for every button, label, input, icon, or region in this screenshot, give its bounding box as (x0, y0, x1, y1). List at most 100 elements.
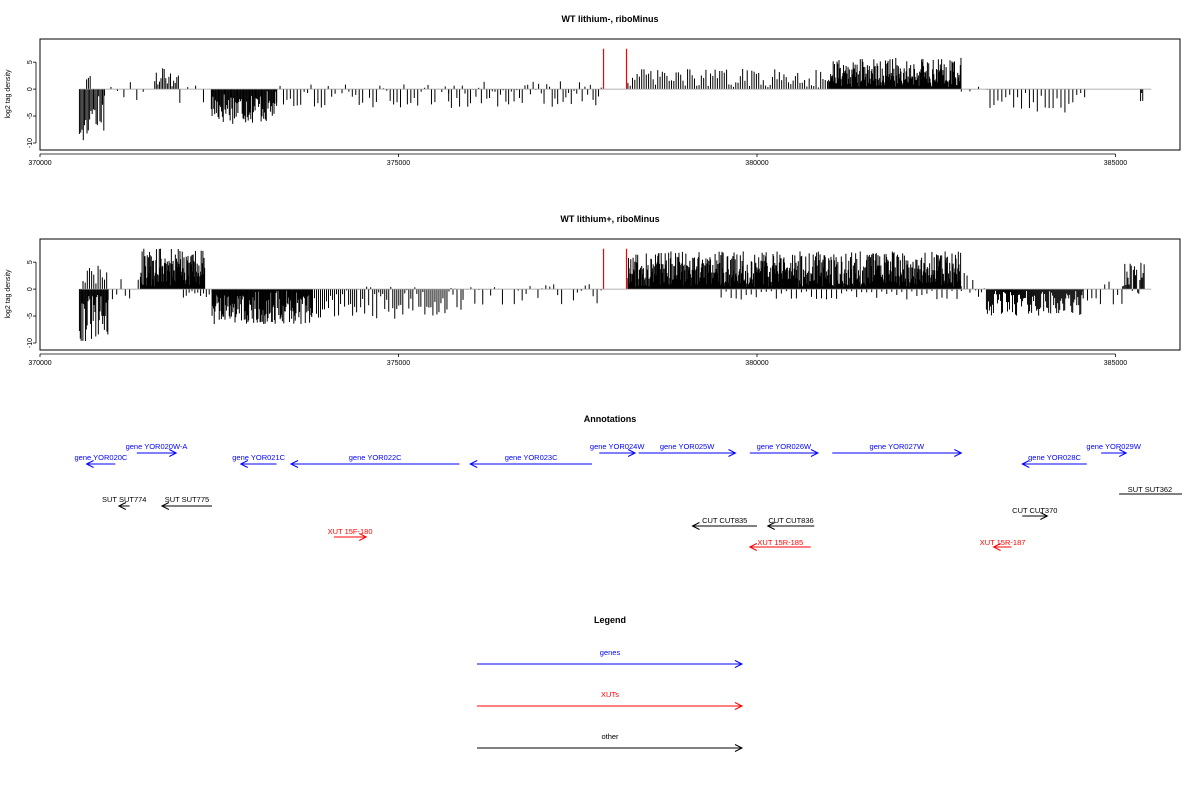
annotation-feature: gene YOR029W (1086, 442, 1142, 457)
feature-label: SUT SUT775 (165, 495, 209, 504)
track-panel-lithium-plus: WT lithium+, riboMinus log2 tag density … (5, 214, 1181, 367)
feature-label: gene YOR024W (590, 442, 645, 451)
legend-arrowhead (734, 702, 744, 710)
plot-frame (39, 38, 1181, 151)
legend-arrowhead (734, 744, 744, 752)
y-tick-label: -10 (27, 138, 34, 148)
annotation-feature: gene YOR026W (749, 442, 820, 457)
feature-label: CUT CUT836 (768, 516, 813, 525)
x-tick-label: 385000 (1104, 160, 1127, 167)
x-axis: 370000 375000 380000 385000 (28, 353, 1127, 367)
feature-arrowhead (992, 543, 1001, 551)
legend-arrowhead (734, 660, 744, 668)
annotation-feature: gene YOR024W (590, 442, 645, 457)
bar-group (78, 57, 1144, 141)
annotation-items: gene YOR020C gene YOR020W-A gene YOR021C ge… (75, 442, 1182, 551)
y-tick-label: -5 (27, 313, 34, 319)
x-tick-label: 370000 (28, 360, 51, 367)
annotation-feature: gene YOR023C (469, 453, 593, 468)
feature-label: CUT CUT835 (702, 516, 747, 525)
feature-label: gene YOR027W (870, 442, 925, 451)
y-axis: -10 -5 0 5 (27, 60, 37, 148)
annotation-feature: XUT 15R-187 (980, 538, 1026, 551)
feature-label: gene YOR029W (1086, 442, 1141, 451)
feature-arrowhead (359, 533, 368, 541)
feature-label: gene YOR025W (660, 442, 715, 451)
legend-title: Legend (594, 615, 626, 625)
annotation-feature: SUT SUT774 (102, 495, 146, 510)
legend-entry: XUTs (477, 690, 744, 710)
feature-label: XUT 15R-185 (757, 538, 803, 547)
legend-label: other (601, 732, 619, 741)
highlight-group (602, 48, 628, 90)
annotations-title: Annotations (584, 414, 637, 424)
feature-arrowhead (748, 543, 758, 551)
feature-arrowhead (160, 502, 170, 510)
feature-label: gene YOR026W (757, 442, 812, 451)
feature-label: gene YOR020W-A (126, 442, 188, 451)
y-axis: -10 -5 0 5 (27, 260, 37, 348)
highlight-group (602, 248, 628, 290)
annotation-feature: XUT 15F-180 (328, 527, 373, 541)
feature-label: CUT CUT370 (1012, 506, 1057, 515)
feature-arrowhead (117, 502, 127, 510)
y-axis-label: log2 tag density (5, 69, 12, 119)
feature-label: gene YOR028C (1028, 453, 1081, 462)
bar-group (78, 248, 1145, 342)
annotation-feature: gene YOR021C (232, 453, 286, 468)
annotation-feature: CUT CUT370 (1012, 506, 1057, 520)
annotation-feature: SUT SUT362 (1119, 485, 1182, 495)
feature-arrowhead (766, 522, 775, 530)
track-panel-lithium-minus: WT lithium-, riboMinus log2 tag density … (5, 14, 1181, 167)
feature-label: gene YOR020C (75, 453, 128, 462)
track-title: WT lithium-, riboMinus (562, 14, 659, 24)
y-axis-label: log2 tag density (5, 269, 12, 319)
y-tick-label: 0 (27, 87, 34, 91)
x-tick-label: 375000 (387, 360, 410, 367)
y-tick-label: 5 (27, 60, 34, 64)
y-tick-label: -5 (27, 113, 34, 119)
feature-arrowhead (627, 449, 637, 457)
annotation-feature: gene YOR027W (832, 442, 963, 457)
legend-entry: genes (477, 648, 744, 668)
legend-label: XUTs (601, 690, 619, 699)
x-tick-label: 370000 (28, 160, 51, 167)
feature-label: gene YOR021C (232, 453, 285, 462)
feature-arrowhead (469, 460, 478, 468)
annotation-feature: gene YOR028C (1021, 453, 1087, 468)
feature-label: XUT 15R-187 (980, 538, 1026, 547)
annotation-feature: gene YOR020W-A (126, 442, 188, 457)
feature-arrowhead (169, 449, 178, 457)
annotation-feature: gene YOR020C (75, 453, 128, 468)
feature-label: gene YOR023C (505, 453, 558, 462)
feature-label: XUT 15F-180 (328, 527, 373, 536)
legend-entry: other (477, 732, 744, 752)
feature-label: SUT SUT774 (102, 495, 146, 504)
y-tick-label: 0 (27, 287, 34, 291)
feature-arrowhead (239, 460, 248, 468)
y-tick-label: 5 (27, 260, 34, 264)
feature-arrowhead (728, 449, 737, 457)
x-axis: 370000 375000 380000 385000 (28, 153, 1127, 167)
feature-arrowhead (289, 460, 299, 468)
feature-label: gene YOR022C (349, 453, 402, 462)
annotation-feature: CUT CUT836 (766, 516, 815, 530)
legend-items: genes XUTs other (477, 648, 744, 752)
feature-arrowhead (810, 449, 820, 457)
x-tick-label: 380000 (745, 360, 768, 367)
legend-panel: Legend genes XUTs other (477, 615, 744, 752)
annotation-feature: gene YOR025W (638, 442, 737, 457)
feature-arrowhead (954, 449, 963, 457)
plot-frame (39, 238, 1181, 351)
annotation-feature: SUT SUT775 (160, 495, 213, 510)
track-title: WT lithium+, riboMinus (560, 214, 659, 224)
feature-label: SUT SUT362 (1128, 485, 1172, 494)
legend-label: genes (600, 648, 621, 657)
x-tick-label: 380000 (745, 160, 768, 167)
annotation-feature: CUT CUT835 (691, 516, 757, 530)
feature-arrowhead (1040, 512, 1049, 520)
y-tick-label: -10 (27, 338, 34, 348)
x-tick-label: 385000 (1104, 360, 1127, 367)
feature-arrowhead (85, 460, 94, 468)
